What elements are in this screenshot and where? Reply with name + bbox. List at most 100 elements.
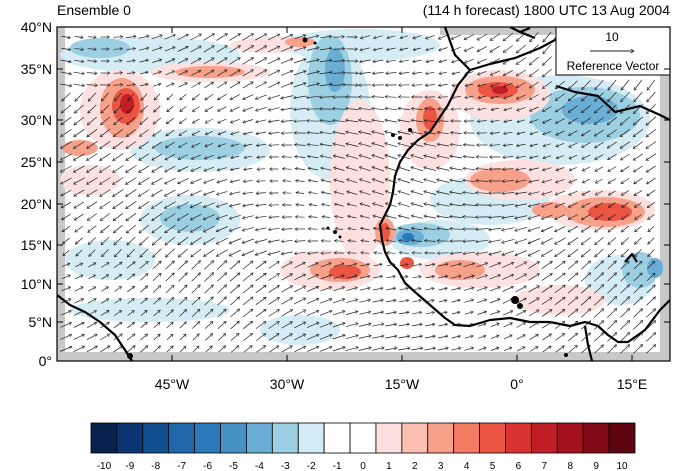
wind-vector — [319, 72, 333, 75]
wind-vector — [242, 34, 253, 41]
wind-vector — [425, 264, 435, 266]
wind-vector — [281, 334, 293, 341]
wind-vector — [556, 142, 565, 146]
wind-vector — [190, 225, 202, 233]
wind-vector — [478, 83, 487, 87]
anomaly-field: 10 Reference Vector — [57, 27, 670, 361]
wind-vector — [595, 141, 604, 149]
wind-vector — [424, 120, 436, 121]
wind-vector — [308, 156, 319, 158]
wind-vector — [621, 91, 630, 102]
wind-vector — [242, 238, 255, 243]
colorbar-swatch — [505, 422, 532, 454]
wind-vector — [530, 44, 539, 54]
wind-vector — [568, 225, 579, 232]
wind-vector — [426, 47, 435, 50]
wind-vector — [516, 57, 527, 65]
wind-vector — [140, 117, 149, 125]
wind-vector — [529, 69, 539, 77]
wind-vector — [165, 285, 174, 293]
wind-vector — [140, 310, 147, 316]
wind-vector — [411, 120, 424, 123]
wind-vector — [529, 56, 539, 65]
wind-vector — [595, 92, 604, 102]
wind-vector — [373, 276, 382, 278]
wind-vector — [515, 298, 526, 305]
wind-vector — [178, 83, 188, 88]
wind-vector — [283, 181, 292, 182]
wind-vector — [125, 36, 136, 38]
wind-vector — [450, 192, 463, 195]
wind-vector — [582, 190, 591, 195]
wind-vector — [386, 288, 395, 290]
colorbar-label: 2 — [412, 461, 418, 471]
colorbar-swatch — [608, 422, 636, 454]
wind-vector — [242, 309, 253, 318]
wind-vector — [217, 167, 227, 171]
wind-vector — [633, 141, 644, 149]
wind-vector — [359, 288, 370, 291]
wind-vector — [229, 238, 242, 244]
wind-vector — [646, 128, 657, 137]
wind-vector — [255, 239, 267, 242]
wind-vector — [622, 214, 629, 219]
wind-vector — [205, 142, 214, 146]
wind-vector — [451, 300, 461, 303]
wind-vector — [646, 153, 657, 161]
colorbar-label: -10 — [97, 461, 112, 471]
wind-vector — [319, 335, 332, 340]
wind-vector — [100, 262, 109, 268]
wind-vector — [385, 191, 397, 196]
wind-vector — [177, 34, 189, 41]
wind-vector — [309, 204, 318, 205]
wind-vector — [385, 300, 396, 302]
wind-vector — [529, 94, 539, 100]
wind-vector — [412, 85, 423, 86]
wind-vector — [164, 201, 176, 209]
wind-vector — [138, 36, 149, 39]
wind-vector — [100, 165, 111, 173]
wind-vector — [425, 276, 435, 278]
wind-vector — [569, 167, 577, 170]
wind-vector — [127, 105, 135, 112]
wind-vector — [113, 165, 124, 173]
wind-vector — [387, 35, 396, 38]
wind-vector — [294, 274, 306, 281]
lat-tick-label: 10°N — [21, 276, 52, 292]
wind-vector — [399, 228, 410, 231]
wind-vector — [515, 310, 526, 316]
wind-vector — [139, 224, 150, 233]
wind-vector — [216, 202, 228, 207]
wind-vector — [244, 156, 253, 157]
wind-vector — [139, 165, 150, 173]
wind-vector — [100, 333, 109, 341]
wind-vector — [541, 273, 553, 281]
wind-vector — [528, 238, 541, 244]
wind-vector — [556, 179, 565, 182]
colorbar-swatch — [479, 422, 506, 454]
wind-vector — [515, 262, 526, 269]
lon-tick-label: 30°W — [270, 376, 305, 392]
wind-vector — [255, 321, 266, 329]
wind-vector — [243, 180, 253, 181]
wind-vector — [242, 285, 253, 294]
wind-vector — [385, 179, 398, 184]
wind-vector — [437, 204, 450, 207]
wind-vector — [242, 297, 253, 306]
wind-vector — [191, 83, 201, 88]
wind-vector — [307, 275, 319, 280]
wind-vector — [179, 118, 187, 124]
wind-vector — [646, 165, 656, 173]
wind-vector — [294, 145, 306, 146]
wind-vector — [167, 105, 174, 112]
wind-vector — [306, 48, 319, 51]
wind-vector — [633, 309, 642, 318]
wind-vector — [280, 47, 293, 52]
wind-vector — [411, 191, 424, 196]
wind-vector — [243, 119, 254, 123]
reference-vector-label: Reference Vector — [567, 59, 660, 73]
wind-vector — [346, 120, 359, 123]
wind-vector — [139, 212, 150, 221]
lon-tick-label: 15°E — [617, 376, 648, 392]
wind-vector — [490, 323, 500, 328]
